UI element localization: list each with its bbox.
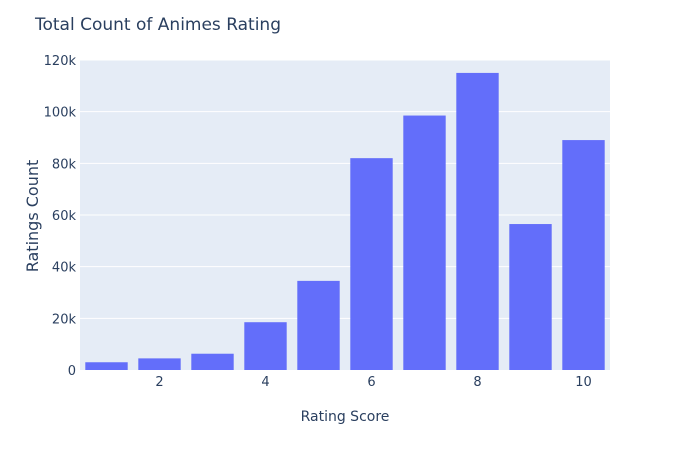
bar-rating-5[interactable] (297, 280, 340, 370)
x-tick-label: 8 (473, 375, 481, 390)
y-tick-label: 60k (52, 209, 77, 224)
chart-title: Total Count of Animes Rating (34, 15, 281, 35)
bar-rating-7[interactable] (403, 115, 446, 371)
x-tick-label: 10 (575, 375, 592, 390)
bar-rating-4[interactable] (244, 322, 287, 370)
y-tick-label: 40k (52, 261, 77, 276)
x-tick-label: 4 (261, 375, 269, 390)
y-tick-label: 120k (44, 54, 77, 69)
bar-rating-3[interactable] (191, 353, 234, 370)
bar-rating-10[interactable] (562, 140, 605, 370)
x-tick-label: 2 (155, 375, 163, 390)
x-axis-ticks: 2 4 6 8 10 (155, 375, 591, 390)
bar-rating-9[interactable] (509, 224, 552, 370)
y-axis-title: Ratings Count (23, 160, 42, 273)
gridlines (80, 59, 610, 319)
bar-rating-8[interactable] (456, 72, 499, 371)
bar-rating-2[interactable] (138, 358, 181, 370)
bars (85, 72, 605, 371)
y-tick-label: 0 (68, 364, 76, 379)
y-axis-ticks: 0 20k 40k 60k 80k 100k 120k (44, 54, 77, 379)
x-tick-label: 6 (367, 375, 375, 390)
y-tick-label: 100k (44, 106, 77, 121)
y-tick-label: 20k (52, 312, 77, 327)
bar-rating-6[interactable] (350, 158, 393, 370)
x-axis-title: Rating Score (301, 409, 390, 425)
y-tick-label: 80k (52, 157, 77, 172)
bar-rating-1[interactable] (85, 362, 128, 370)
